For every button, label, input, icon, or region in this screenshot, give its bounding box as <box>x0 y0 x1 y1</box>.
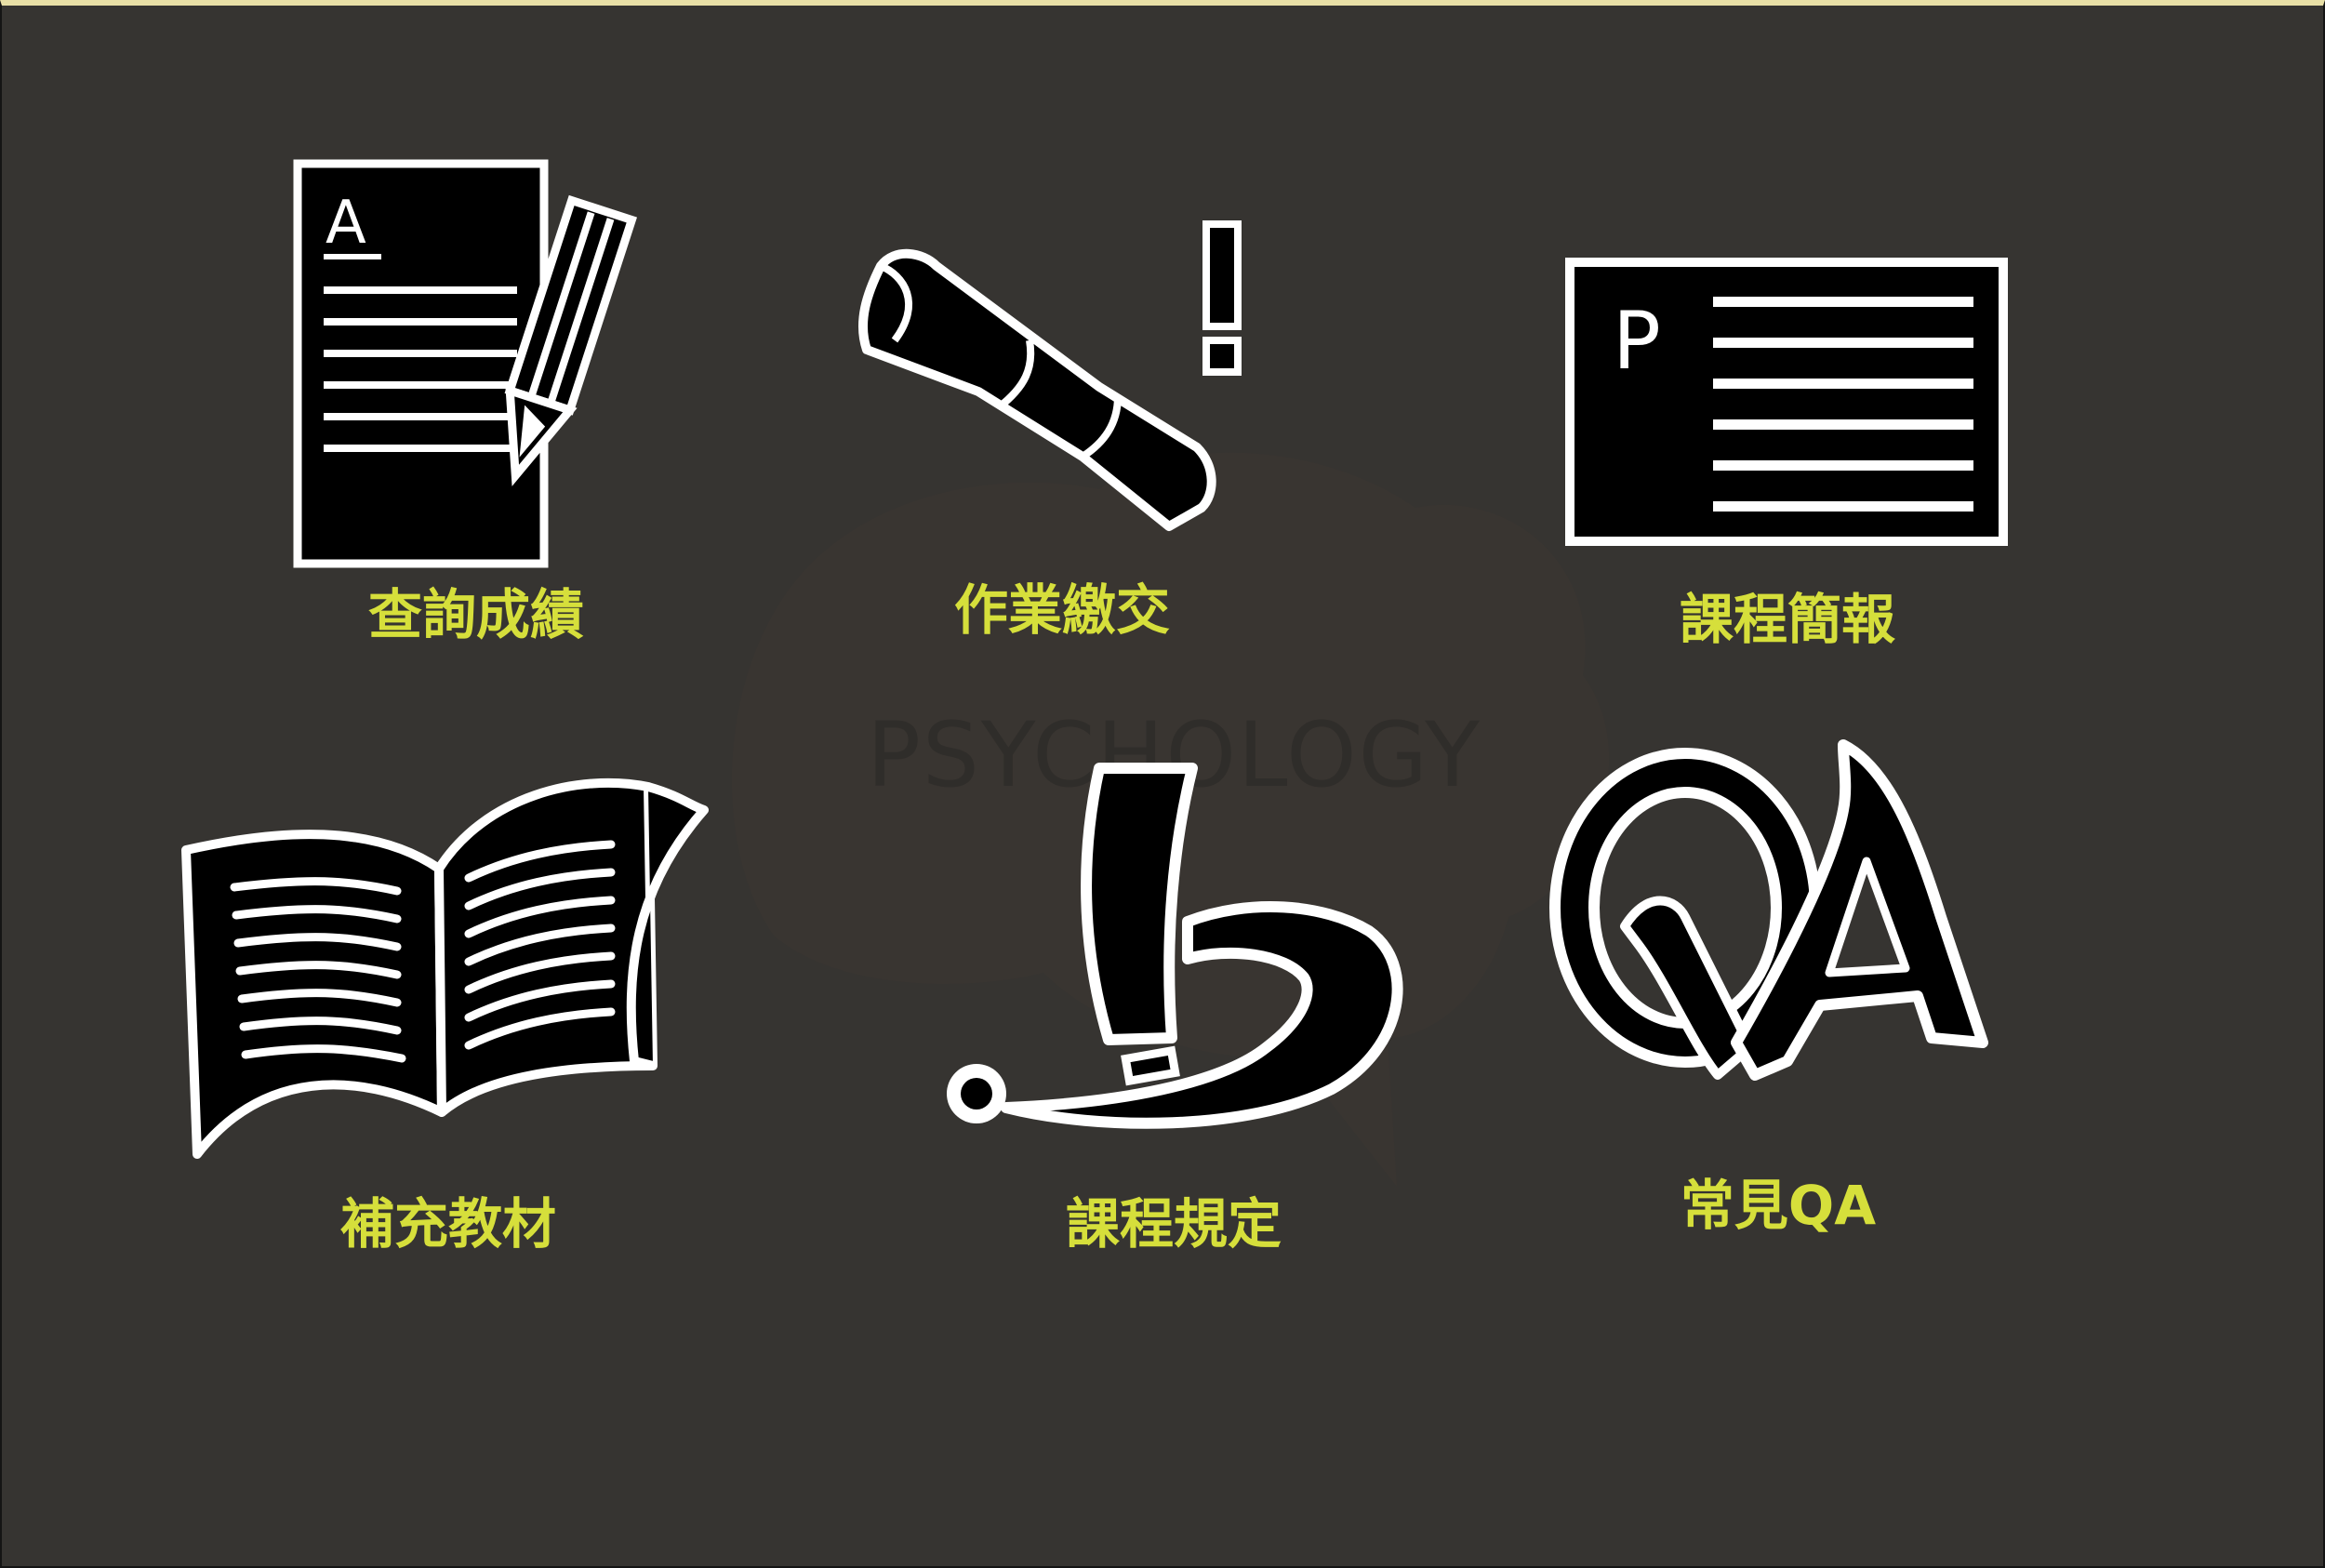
document-letter: A <box>326 189 366 258</box>
open-book-icon <box>181 777 709 1159</box>
menu-item-grades[interactable]: A 查詢成績 <box>281 145 671 666</box>
menu-label-homework: 作業繳交 <box>953 578 1170 642</box>
menu-label-grades: 查詢成績 <box>367 583 584 646</box>
menu-label-materials: 補充教材 <box>339 1192 556 1256</box>
menu-label-rules: 課程規定 <box>1065 1192 1282 1256</box>
graded-document-icon: A <box>293 159 638 568</box>
menu-item-materials[interactable]: 補充教材 <box>169 750 727 1270</box>
rules-hook-icon <box>947 763 1403 1129</box>
menu-item-homework[interactable]: ! 作業繳交 <box>839 210 1285 657</box>
menu-item-faq[interactable]: QA 常見QA <box>1546 739 2011 1270</box>
menu-item-rules[interactable]: 課程規定 <box>913 750 1434 1270</box>
scroll-alert-icon: ! <box>857 220 1242 531</box>
presentation-icon: P <box>1565 258 2008 546</box>
menu-label-slides: 課程簡報 <box>1679 588 1895 651</box>
qa-icon: QA <box>1549 739 1988 1081</box>
slide-letter: P <box>1613 295 1661 388</box>
menu-label-faq: 常見QA <box>1680 1174 1877 1237</box>
menu-item-slides[interactable]: P 課程簡報 <box>1546 247 2029 666</box>
